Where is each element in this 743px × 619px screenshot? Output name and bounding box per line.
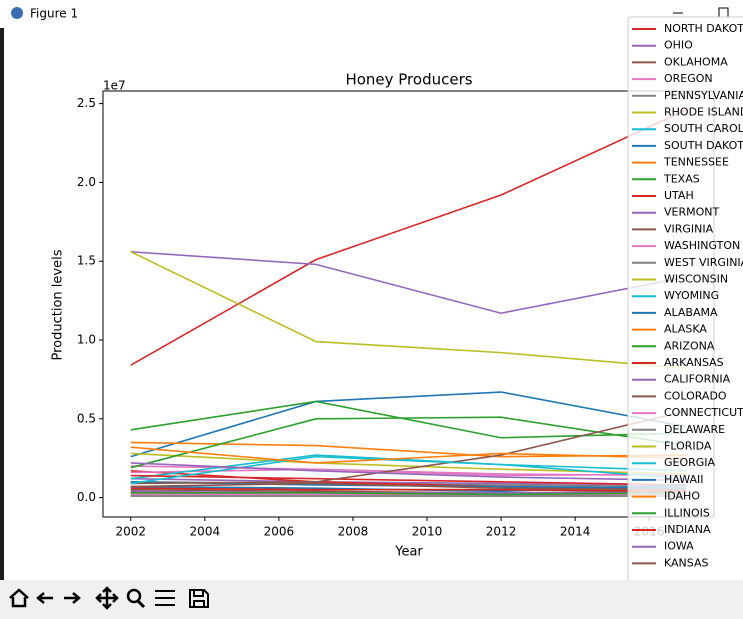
legend-label: WASHINGTON <box>664 239 740 252</box>
legend-label: KANSAS <box>664 556 708 569</box>
legend-label: TENNESSEE <box>663 156 729 169</box>
legend-label: OREGON <box>664 72 713 85</box>
legend-label: OKLAHOMA <box>664 55 728 68</box>
x-tick-label: 2012 <box>486 525 517 539</box>
legend-label: COLORADO <box>664 389 727 402</box>
legend-label: WEST VIRGINIA <box>664 256 743 269</box>
legend-label: INDIANA <box>664 523 711 536</box>
series-line <box>130 391 687 458</box>
chart-title: Honey Producers <box>345 71 472 89</box>
y-tick-label: 0.0 <box>77 490 96 504</box>
legend-label: ILLINOIS <box>664 506 710 519</box>
legend-label: RHODE ISLAND <box>664 106 743 119</box>
configure-button[interactable] <box>155 590 175 606</box>
zoom-button[interactable] <box>126 588 146 609</box>
plot-area: 0.0 0.5 1.0 1.5 2.0 2.5 2002 2004 2006 2008 2010 20… <box>77 90 715 539</box>
legend-label: ALASKA <box>664 323 707 336</box>
legend-label: WYOMING <box>664 289 719 302</box>
series-line <box>130 474 687 486</box>
series-line <box>130 462 687 482</box>
legend-label: CONNECTICUT <box>664 406 743 419</box>
legend-label: NORTH DAKOTA <box>664 22 743 35</box>
toolbar <box>0 580 743 619</box>
y-tick-label: 1.5 <box>77 254 96 268</box>
legend-label: VIRGINIA <box>664 222 714 235</box>
legend-label: IOWA <box>664 540 694 553</box>
legend-label: DELAWARE <box>664 423 725 436</box>
y-offset-label: 1e7 <box>103 79 126 93</box>
y-tick-label: 0.5 <box>77 411 96 425</box>
forward-button[interactable] <box>64 592 81 604</box>
legend-label: HAWAII <box>664 473 703 486</box>
save-button[interactable] <box>189 589 209 608</box>
series-line <box>130 416 687 469</box>
y-tick-label: 2.5 <box>77 96 96 110</box>
x-tick-label: 2014 <box>560 525 591 539</box>
legend-label: PENNSYLVANIA <box>664 89 743 102</box>
series-line <box>130 482 687 491</box>
legend-label: SOUTH DAKOTA <box>664 139 743 152</box>
series-line <box>130 250 687 315</box>
x-tick-label: 2010 <box>412 525 443 539</box>
legend-label: ARKANSAS <box>664 356 724 369</box>
x-tick-label: 2006 <box>264 525 295 539</box>
back-button[interactable] <box>36 592 53 604</box>
x-tick-label: 2008 <box>338 525 369 539</box>
series-line <box>130 492 687 496</box>
app-icon <box>11 7 23 19</box>
pan-button[interactable] <box>95 586 119 610</box>
legend-label: IDAHO <box>664 490 700 503</box>
x-tick-label: 2002 <box>115 525 146 539</box>
y-tick-label: 1.0 <box>77 333 96 347</box>
legend-label: GEORGIA <box>664 456 716 469</box>
series-line <box>130 487 687 493</box>
toolbar-buttons <box>9 586 209 610</box>
legend-label: VERMONT <box>664 206 719 219</box>
series-line <box>130 251 687 370</box>
legend-label: CALIFORNIA <box>664 373 731 386</box>
y-tick-label: 2.0 <box>77 175 96 189</box>
series-line <box>130 455 687 485</box>
legend-label: ARIZONA <box>664 339 715 352</box>
series-line <box>130 109 687 366</box>
series-line <box>130 446 687 464</box>
window-title: Figure 1 <box>30 7 78 21</box>
series-line <box>130 400 687 439</box>
legend-label: FLORIDA <box>664 440 712 453</box>
window-left-edge <box>0 28 4 583</box>
x-axis-label: Year <box>394 545 423 560</box>
legend-label: OHIO <box>664 39 693 52</box>
series-line <box>130 410 687 485</box>
x-tick-label: 2004 <box>190 525 221 539</box>
home-button[interactable] <box>9 588 29 608</box>
legend: NORTH DAKOTA OHIO OKLAHOMA OREGON PENNSYLVAN… <box>627 16 743 585</box>
legend-label: UTAH <box>664 189 694 202</box>
legend-label: ALABAMA <box>664 306 718 319</box>
y-axis-label: Production levels <box>51 249 66 360</box>
legend-label: TEXAS <box>663 172 700 185</box>
legend-label: WISCONSIN <box>664 273 728 286</box>
legend-label: SOUTH CAROLINA <box>664 122 743 135</box>
